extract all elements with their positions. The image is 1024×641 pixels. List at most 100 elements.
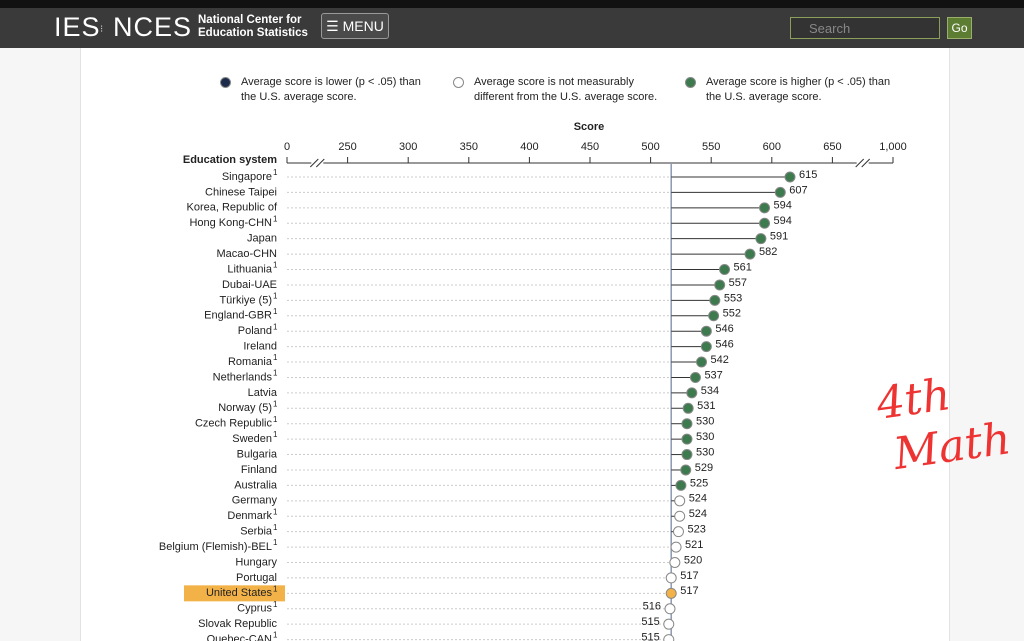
footnote-marker: 1 [273, 507, 278, 516]
x-tick-label: 0 [284, 141, 290, 153]
search-input[interactable]: Search [790, 17, 940, 39]
menu-button[interactable]: ☰ MENU [321, 13, 389, 39]
value-label: 525 [690, 477, 708, 489]
menu-label: MENU [342, 18, 384, 34]
category-label: Latvia [248, 387, 278, 399]
axis-break [861, 158, 871, 168]
value-label: 542 [711, 354, 729, 366]
point [759, 202, 771, 214]
category-label: Türkiye (5) [219, 294, 272, 306]
point [681, 449, 693, 461]
point [686, 387, 698, 399]
x-tick-label: 650 [823, 141, 841, 153]
category-label: Denmark [227, 510, 272, 522]
value-label: 515 [641, 616, 659, 628]
point [664, 603, 676, 615]
value-label: 537 [704, 369, 722, 381]
category-label: Chinese Taipei [205, 186, 277, 198]
value-label: 521 [685, 539, 703, 551]
x-tick-label: 350 [460, 141, 478, 153]
logo[interactable]: NCES [113, 12, 193, 42]
axis-break-gap [856, 159, 869, 167]
category-label: Portugal [236, 572, 277, 584]
value-label: 529 [695, 462, 713, 474]
category-label: Poland [238, 325, 272, 337]
value-label: 591 [770, 231, 788, 243]
footnote-marker: 1 [273, 291, 278, 300]
point [682, 402, 694, 414]
value-label: 515 [641, 632, 659, 641]
value-label: 517 [680, 585, 698, 597]
value-label: 524 [689, 508, 707, 520]
value-label: 557 [729, 277, 747, 289]
footnote-marker: 1 [273, 261, 278, 270]
point [696, 356, 708, 368]
point [700, 325, 712, 337]
value-label: 546 [715, 323, 733, 335]
footnote-marker: 1 [273, 538, 278, 547]
footnote-marker: 1 [273, 168, 278, 177]
footnote-marker: 1 [273, 415, 278, 424]
x-tick-label: 250 [338, 141, 356, 153]
value-label: 594 [774, 200, 792, 212]
value-label: 594 [774, 215, 792, 227]
point [719, 264, 731, 276]
legend-text: Average score is higher (p < .05) than t… [706, 76, 891, 103]
category-label: Bulgaria [237, 448, 278, 460]
category-label: Macao-CHN [216, 248, 277, 260]
footnote-marker: 1 [273, 353, 278, 362]
category-label: Korea, Republic of [187, 202, 278, 214]
point [784, 171, 796, 183]
x-axis-title: Score [574, 121, 605, 133]
point [708, 310, 720, 322]
category-label: Australia [234, 479, 278, 491]
footnote-marker: 1 [273, 523, 278, 532]
value-label: 530 [696, 431, 714, 443]
point [744, 248, 756, 260]
value-label: 523 [687, 524, 705, 536]
x-tick-label: 400 [520, 141, 538, 153]
value-label: 615 [799, 169, 817, 181]
footnote-marker: 1 [273, 430, 278, 439]
point [675, 479, 687, 491]
category-label: Hungary [235, 556, 277, 568]
legend-swatch [220, 77, 231, 88]
category-label: Romania [228, 356, 273, 368]
point [674, 495, 686, 507]
org-name: National Center for [198, 14, 302, 26]
value-label: 561 [734, 261, 752, 273]
x-tick-label: 450 [581, 141, 599, 153]
logo[interactable]: IES [54, 12, 101, 42]
category-label: Serbia [240, 526, 273, 538]
value-label: 546 [715, 339, 733, 351]
footnote-marker: 1 [273, 369, 278, 378]
category-label: Norway (5) [218, 402, 272, 414]
category-label: Belgium (Flemish)-BEL [159, 541, 272, 553]
category-label: Netherlands [213, 371, 273, 383]
category-label: Czech Republic [195, 418, 273, 430]
footnote-marker: 1 [273, 600, 278, 609]
footnote-marker: 1 [273, 631, 278, 640]
highlight [184, 585, 285, 602]
go-button[interactable]: Go [947, 17, 972, 39]
point [759, 217, 771, 229]
point [700, 341, 712, 353]
point [663, 618, 675, 630]
value-label: 520 [684, 554, 702, 566]
point [670, 541, 682, 553]
category-label: England-GBR [204, 310, 272, 322]
value-label: 534 [701, 385, 719, 397]
content [80, 48, 950, 641]
axis-break [855, 158, 865, 168]
footnote-marker: 1 [273, 214, 278, 223]
footnote-marker: 1 [273, 322, 278, 331]
footnote-marker: 1 [273, 584, 278, 593]
category-label: Germany [232, 495, 278, 507]
legend-text: Average score is lower (p < .05) than th… [241, 76, 421, 103]
legend-text: Average score is not measurably differen… [474, 76, 658, 103]
category-label: United States [206, 587, 273, 599]
category-label: Japan [247, 233, 277, 245]
category-label: Sweden [232, 433, 272, 445]
